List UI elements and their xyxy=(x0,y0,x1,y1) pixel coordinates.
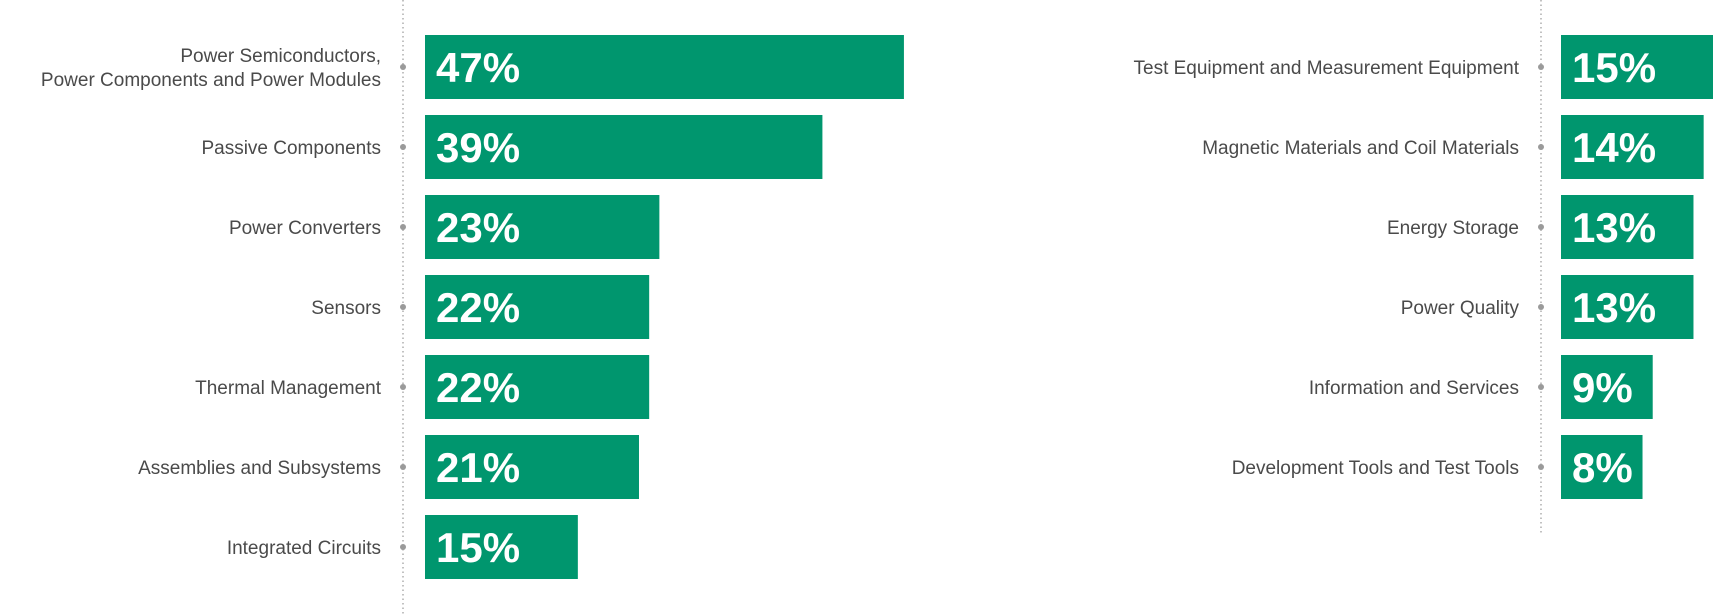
category-label: Thermal Management xyxy=(195,378,382,399)
bar-value-label: 8% xyxy=(1572,444,1633,491)
category-label-line: Thermal Management xyxy=(195,378,382,399)
bar xyxy=(1561,275,1694,339)
category-label-line: Sensors xyxy=(311,298,381,319)
category-label-line: Power Converters xyxy=(229,218,381,239)
category-label: Passive Components xyxy=(201,138,381,159)
bar-value-label: 14% xyxy=(1572,124,1656,171)
category-label: Energy Storage xyxy=(1387,218,1519,239)
axis-tick-dot xyxy=(400,304,406,310)
category-label: Integrated Circuits xyxy=(227,538,381,559)
category-label: Power Converters xyxy=(229,218,381,239)
category-label: Assemblies and Subsystems xyxy=(138,458,381,479)
axis-tick-dot xyxy=(1538,464,1544,470)
bar xyxy=(1561,435,1643,499)
bar xyxy=(1561,115,1704,179)
right-chart-panel: Test Equipment and Measurement Equipment… xyxy=(1134,0,1713,535)
bar-value-label: 13% xyxy=(1572,284,1656,331)
category-label-line: Passive Components xyxy=(201,138,381,159)
bar-value-label: 22% xyxy=(436,364,520,411)
bar-value-label: 39% xyxy=(436,124,520,171)
bar-value-label: 15% xyxy=(1572,44,1656,91)
bar-value-label: 21% xyxy=(436,444,520,491)
axis-tick-dot xyxy=(400,384,406,390)
bar-value-label: 23% xyxy=(436,204,520,251)
axis-tick-dot xyxy=(400,464,406,470)
axis-tick-dot xyxy=(1538,304,1544,310)
bar xyxy=(425,115,823,179)
bar-value-label: 13% xyxy=(1572,204,1656,251)
axis-tick-dot xyxy=(400,224,406,230)
category-label: Magnetic Materials and Coil Materials xyxy=(1202,138,1519,159)
category-label-line: Power Semiconductors, xyxy=(180,46,381,67)
axis-tick-dot xyxy=(1538,64,1544,70)
category-label: Sensors xyxy=(311,298,381,319)
bar-value-label: 15% xyxy=(436,524,520,571)
axis-tick-dot xyxy=(1538,224,1544,230)
axis-tick-dot xyxy=(1538,144,1544,150)
category-label-line: Integrated Circuits xyxy=(227,538,381,559)
left-chart-panel: Power Semiconductors, Power Components an… xyxy=(41,0,904,616)
bar xyxy=(425,355,650,419)
category-label-line: Test Equipment and Measurement Equipment xyxy=(1134,58,1520,79)
category-label-line: Energy Storage xyxy=(1387,218,1519,239)
bar xyxy=(425,515,578,579)
bar xyxy=(425,195,660,259)
bar xyxy=(1561,355,1653,419)
axis-tick-dot xyxy=(400,544,406,550)
category-label-line: Power Quality xyxy=(1401,298,1520,319)
bar-value-label: 47% xyxy=(436,44,520,91)
bar xyxy=(425,35,904,99)
bar-value-label: 9% xyxy=(1572,364,1633,411)
category-label-line: Development Tools and Test Tools xyxy=(1232,458,1519,479)
bar xyxy=(425,435,639,499)
bar xyxy=(1561,195,1694,259)
category-label: Power Quality xyxy=(1401,298,1520,319)
axis-tick-dot xyxy=(400,64,406,70)
axis-tick-dot xyxy=(1538,384,1544,390)
category-label: Development Tools and Test Tools xyxy=(1232,458,1519,479)
category-label-line: Magnetic Materials and Coil Materials xyxy=(1202,138,1519,159)
axis-tick-dot xyxy=(400,144,406,150)
bar xyxy=(1561,35,1713,99)
bar xyxy=(425,275,650,339)
category-label-line: Assemblies and Subsystems xyxy=(138,458,381,479)
category-label: Power Semiconductors, Power Components an… xyxy=(41,46,381,91)
category-label-line: Power Components and Power Modules xyxy=(41,70,381,91)
category-label: Information and Services xyxy=(1309,378,1519,399)
category-label: Test Equipment and Measurement Equipment xyxy=(1134,58,1520,79)
bar-value-label: 22% xyxy=(436,284,520,331)
category-label-line: Information and Services xyxy=(1309,378,1519,399)
